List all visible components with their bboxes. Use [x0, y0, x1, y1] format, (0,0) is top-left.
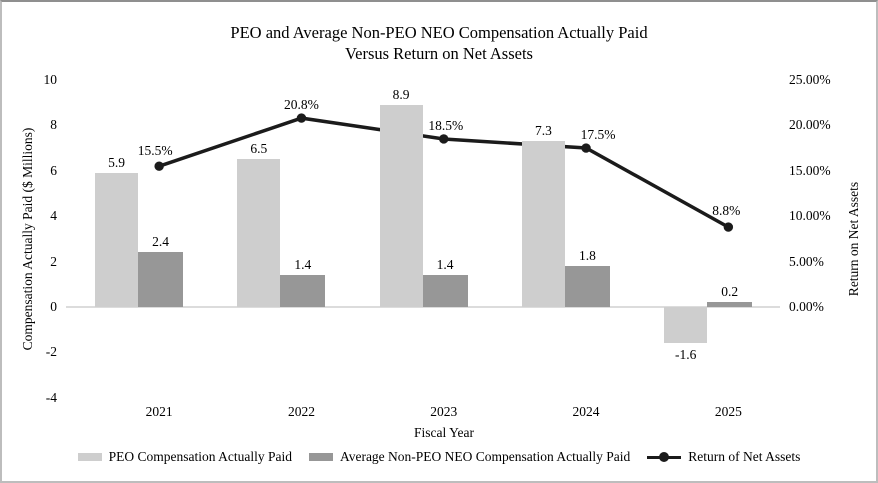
zero-axis-line: [66, 306, 780, 308]
left-axis-tick-label: 4: [50, 208, 57, 224]
bar-data-label: 8.9: [392, 86, 410, 102]
line-data-label: 17.5%: [580, 127, 616, 143]
bar-data-label: 2.4: [152, 234, 169, 250]
right-axis-tick-label: 15.00%: [789, 162, 831, 178]
right-axis-tick-label: 10.00%: [789, 208, 831, 224]
right-axis-tick-label: 25.00%: [789, 71, 831, 87]
peo-bar: [521, 141, 565, 307]
bar-data-label: 1.4: [436, 257, 454, 273]
legend-item-return: Return of Net Assets: [647, 449, 800, 465]
bar-data-label: -1.6: [675, 347, 697, 363]
right-axis-tick-label: 20.00%: [789, 117, 831, 133]
right-axis-tick-label: 0.00%: [789, 299, 824, 314]
return-line-marker: [723, 222, 734, 232]
legend-item-peo: PEO Compensation Actually Paid: [77, 449, 292, 465]
non-peo-bar: [564, 266, 610, 307]
chart-title-line2: Versus Return on Net Assets: [345, 44, 533, 63]
left-axis-tick-label: 6: [50, 162, 57, 178]
x-axis-tick-label: 2025: [714, 404, 742, 419]
left-axis-tick-label: -4: [45, 389, 57, 405]
peo-bar: [95, 173, 138, 307]
bar-data-label: 1.4: [294, 257, 312, 273]
chart-title-line1: PEO and Average Non-PEO NEO Compensation…: [230, 23, 648, 42]
right-axis-title: Return on Net Assets: [846, 181, 861, 297]
legend: PEO Compensation Actually Paid Average N…: [2, 449, 876, 465]
non-peo-bar: [422, 275, 468, 307]
return-line-marker: [439, 134, 449, 144]
bar-data-label: 1.8: [578, 248, 596, 264]
line-data-label: 15.5%: [137, 143, 173, 159]
return-line-marker: [154, 161, 164, 171]
legend-label-peo: PEO Compensation Actually Paid: [108, 449, 292, 464]
peo-bar: [237, 159, 281, 307]
x-axis-tick-label: 2024: [572, 404, 600, 419]
peo-bar: [664, 307, 708, 344]
x-axis-tick-label: 2021: [145, 404, 173, 419]
line-data-label: 20.8%: [284, 97, 319, 113]
left-axis-tick-label: 8: [50, 117, 57, 133]
return-line-marker: [581, 143, 591, 153]
legend-item-non-peo: Average Non-PEO NEO Compensation Actuall…: [308, 449, 631, 465]
chart-title: PEO and Average Non-PEO NEO Compensation…: [2, 22, 876, 64]
peo-bar-swatch-icon: [77, 453, 102, 461]
left-axis-tick-label: -2: [45, 344, 57, 360]
left-axis-tick-label: 2: [50, 253, 57, 269]
x-axis-title: Fiscal Year: [414, 425, 474, 440]
bar-data-label: 0.2: [721, 284, 739, 300]
non-peo-bar-swatch-icon: [308, 453, 333, 461]
line-data-label: 18.5%: [428, 117, 464, 133]
legend-label-return: Return of Net Assets: [688, 449, 801, 464]
right-axis-tick-label: 5.00%: [789, 253, 824, 269]
bar-data-label: 6.5: [250, 141, 268, 157]
bar-data-label: 5.9: [108, 155, 125, 170]
x-axis-tick-label: 2022: [287, 404, 315, 419]
non-peo-bar: [707, 302, 753, 307]
line-marker-icon: [647, 452, 682, 463]
left-axis-tick-label: 10: [43, 71, 58, 87]
legend-label-non-peo: Average Non-PEO NEO Compensation Actuall…: [339, 449, 631, 464]
left-axis-tick-label: 0: [50, 299, 57, 314]
line-data-label: 8.8%: [712, 203, 741, 219]
bar-data-label: 7.3: [534, 123, 552, 139]
non-peo-bar: [280, 275, 326, 307]
x-axis-tick-label: 2023: [430, 404, 458, 419]
peo-bar: [379, 104, 423, 307]
return-line-marker: [296, 113, 307, 123]
non-peo-bar: [138, 252, 183, 307]
